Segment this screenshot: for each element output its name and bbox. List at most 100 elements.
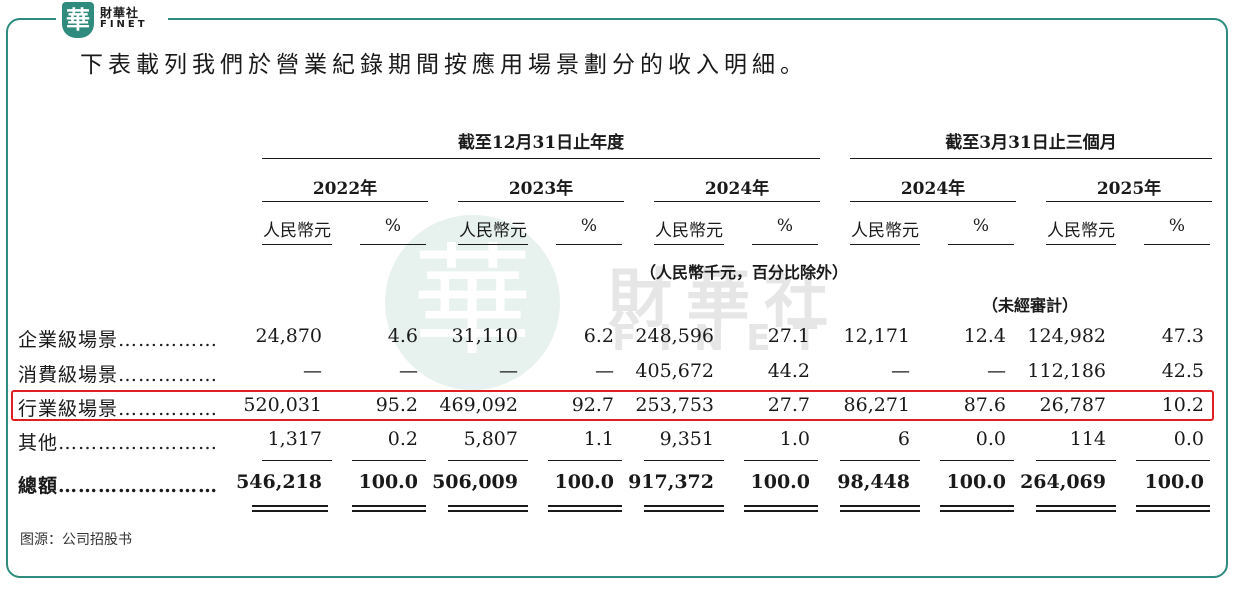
total-double-rule xyxy=(744,505,818,512)
row-label-total: 總額…………………… xyxy=(18,475,219,497)
subheader-rule xyxy=(752,244,818,245)
table-cell-total: 100.0 xyxy=(1144,471,1205,493)
total-rule xyxy=(262,460,332,461)
units-note: （人民幣千元，百分比除外） xyxy=(640,263,849,282)
year-header: 2022年 xyxy=(312,179,378,199)
table-cell-total: 100.0 xyxy=(554,471,615,493)
highlight-row-box xyxy=(11,390,1214,421)
table-cell: 87.6 xyxy=(963,394,1006,416)
year-header: 2025年 xyxy=(1096,179,1162,199)
total-double-rule xyxy=(448,505,528,512)
subheader-rule xyxy=(556,244,622,245)
subheader-rmb: 人民幣元 xyxy=(459,221,527,241)
table-cell-total: 98,448 xyxy=(837,471,910,493)
table-cell: — xyxy=(891,360,910,382)
table-cell-total: 100.0 xyxy=(946,471,1007,493)
group-rule xyxy=(262,158,820,159)
table-cell: — xyxy=(987,360,1006,382)
subheader-percent: % xyxy=(972,216,990,236)
subheader-rule xyxy=(1046,244,1116,245)
total-rule xyxy=(352,460,426,461)
row-label: 消費級場景…………… xyxy=(18,364,219,386)
total-double-rule xyxy=(644,505,724,512)
logo-name-en: FINET xyxy=(100,19,148,30)
total-rule xyxy=(1036,460,1116,461)
table-cell: 12,171 xyxy=(843,325,910,347)
total-rule xyxy=(448,460,528,461)
table-cell: — xyxy=(499,360,518,382)
year-header: 2024年 xyxy=(704,179,770,199)
table-cell: 47.3 xyxy=(1161,325,1204,347)
table-cell-total: 100.0 xyxy=(358,471,419,493)
subheader-rmb: 人民幣元 xyxy=(263,221,331,241)
table-cell: 12.4 xyxy=(963,325,1006,347)
group-rule xyxy=(850,158,1212,159)
content-frame xyxy=(6,18,1228,578)
subheader-percent: % xyxy=(384,216,402,236)
subheader-percent: % xyxy=(776,216,794,236)
watermark-text-en: FINET xyxy=(612,318,840,359)
unaudited-note: （未經審計） xyxy=(982,296,1079,315)
year-rule xyxy=(1046,201,1212,202)
subheader-percent: % xyxy=(580,216,598,236)
table-cell: 86,271 xyxy=(843,394,910,416)
table-cell-total: 546,218 xyxy=(236,471,322,493)
total-double-rule xyxy=(1136,505,1210,512)
table-cell: 5,807 xyxy=(463,428,518,450)
subheader-rmb: 人民幣元 xyxy=(655,221,723,241)
source-caption: 图源：公司招股书 xyxy=(20,532,132,548)
table-cell: 95.2 xyxy=(375,394,418,416)
total-double-rule xyxy=(940,505,1014,512)
table-cell: 405,672 xyxy=(635,360,714,382)
total-rule xyxy=(940,460,1014,461)
total-double-rule xyxy=(1036,505,1116,512)
table-cell: 27.1 xyxy=(767,325,810,347)
table-cell: 42.5 xyxy=(1161,360,1204,382)
table-cell: 31,110 xyxy=(451,325,518,347)
table-cell-total: 264,069 xyxy=(1020,471,1106,493)
table-cell: 44.2 xyxy=(767,360,810,382)
table-cell: 114 xyxy=(1069,428,1106,450)
table-cell: 469,092 xyxy=(439,394,518,416)
logo-badge: 華 xyxy=(62,2,94,38)
table-cell: 112,186 xyxy=(1027,360,1106,382)
table-cell-total: 100.0 xyxy=(750,471,811,493)
row-label: 企業級場景…………… xyxy=(18,329,219,351)
table-cell: 248,596 xyxy=(635,325,714,347)
year-rule xyxy=(850,201,1016,202)
year-header: 2023年 xyxy=(508,179,574,199)
table-cell: 520,031 xyxy=(243,394,322,416)
table-cell: 1,317 xyxy=(267,428,322,450)
table-cell: 1.0 xyxy=(779,428,810,450)
table-cell: 6 xyxy=(897,428,910,450)
year-rule xyxy=(654,201,820,202)
total-double-rule xyxy=(548,505,622,512)
subheader-rule xyxy=(850,244,920,245)
subheader-rule xyxy=(262,244,332,245)
finet-logo: 華 財華社 FINET xyxy=(56,0,168,40)
logo-name-cn: 財華社 xyxy=(100,6,140,20)
table-cell: — xyxy=(399,360,418,382)
group-header-annual: 截至12月31日止年度 xyxy=(457,133,625,153)
subheader-rule xyxy=(1144,244,1210,245)
year-header: 2024年 xyxy=(900,179,966,199)
subheader-rule xyxy=(654,244,724,245)
subheader-rmb: 人民幣元 xyxy=(851,221,919,241)
table-cell: 0.2 xyxy=(387,428,418,450)
subheader-rule xyxy=(458,244,528,245)
total-double-rule xyxy=(352,505,426,512)
subheader-rule xyxy=(360,244,426,245)
subheader-rule xyxy=(948,244,1014,245)
table-cell: 0.0 xyxy=(1173,428,1204,450)
watermark-text-cn: 財華社 xyxy=(608,263,842,337)
page-heading: 下表載列我們於營業紀錄期間按應用場景劃分的收入明細。 xyxy=(80,52,808,78)
table-cell: 92.7 xyxy=(571,394,614,416)
table-cell: 10.2 xyxy=(1161,394,1204,416)
table-cell: 253,753 xyxy=(635,394,714,416)
table-cell-total: 917,372 xyxy=(628,471,714,493)
table-cell: — xyxy=(303,360,322,382)
table-cell: 27.7 xyxy=(767,394,810,416)
table-cell: 0.0 xyxy=(975,428,1006,450)
table-cell: 124,982 xyxy=(1027,325,1106,347)
table-cell: — xyxy=(595,360,614,382)
